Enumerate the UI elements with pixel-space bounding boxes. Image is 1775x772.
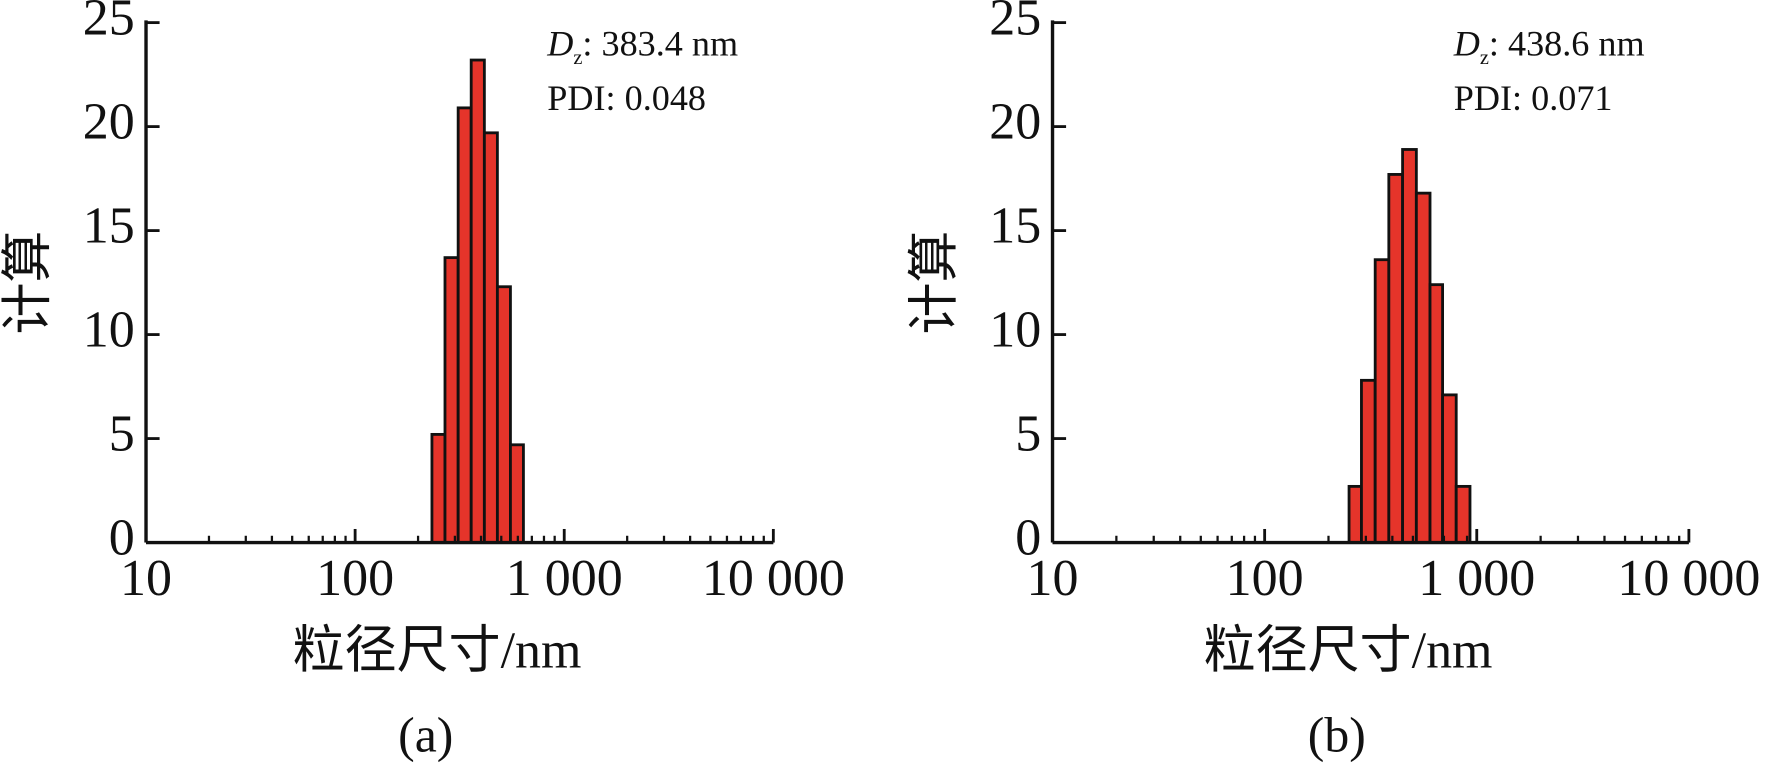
x-tick-label: 10 000	[702, 550, 845, 607]
y-axis-label: 计算	[0, 231, 57, 335]
annotation-subscript: z	[573, 46, 582, 68]
x-tick-label: 1 000	[1418, 550, 1535, 607]
y-tick-label: 20	[989, 94, 1041, 151]
bar	[430, 432, 447, 544]
x-axis-label: 粒径尺寸/nm	[293, 623, 582, 680]
bar	[1387, 173, 1405, 544]
y-tick-label: 0	[109, 509, 135, 566]
bar	[1454, 484, 1472, 544]
y-tick-label: 15	[83, 198, 135, 255]
caption: (a)	[398, 708, 453, 763]
bar	[469, 58, 486, 544]
bar	[456, 106, 473, 544]
x-tick-label: 10	[1027, 550, 1079, 607]
bar	[443, 256, 460, 544]
x-tick-label: 100	[316, 550, 394, 607]
annotation-text: : 383.4 nm	[582, 24, 738, 64]
annotation: Dz: 383.4 nm	[546, 24, 738, 69]
bar	[1347, 484, 1363, 544]
y-tick-label: 20	[83, 94, 135, 151]
annotation-pdi: PDI: 0.048	[547, 78, 706, 118]
x-tick-label: 10	[120, 550, 172, 607]
bar	[509, 443, 525, 544]
x-axis-label: 粒径尺寸/nm	[1204, 623, 1493, 680]
annotation-symbol: D	[546, 24, 573, 64]
bar	[1401, 148, 1418, 544]
bar	[495, 285, 512, 544]
bar	[1441, 393, 1458, 544]
bar	[1428, 283, 1444, 544]
x-tick-label: 10 000	[1617, 550, 1760, 607]
y-tick-label: 5	[109, 405, 135, 462]
y-tick-label: 15	[989, 198, 1041, 255]
annotation-subscript: z	[1480, 46, 1489, 68]
annotation-pdi: PDI: 0.071	[1454, 78, 1613, 118]
y-axis-label: 计算	[906, 231, 963, 335]
bar	[1373, 258, 1391, 544]
bar	[1414, 191, 1432, 544]
bar	[1360, 378, 1377, 544]
y-tick-label: 0	[1015, 509, 1041, 566]
x-tick-label: 1 000	[506, 550, 623, 607]
annotation-text: : 438.6 nm	[1489, 24, 1645, 64]
annotation-symbol: D	[1453, 24, 1480, 64]
bar	[482, 131, 499, 544]
x-tick-label: 100	[1226, 550, 1304, 607]
y-tick-label: 25	[83, 0, 135, 47]
y-tick-label: 5	[1015, 405, 1041, 462]
annotation: Dz: 438.6 nm	[1453, 24, 1645, 69]
caption: (b)	[1308, 708, 1366, 763]
y-tick-label: 25	[989, 0, 1041, 47]
y-tick-label: 10	[989, 302, 1041, 359]
y-tick-label: 10	[83, 302, 135, 359]
